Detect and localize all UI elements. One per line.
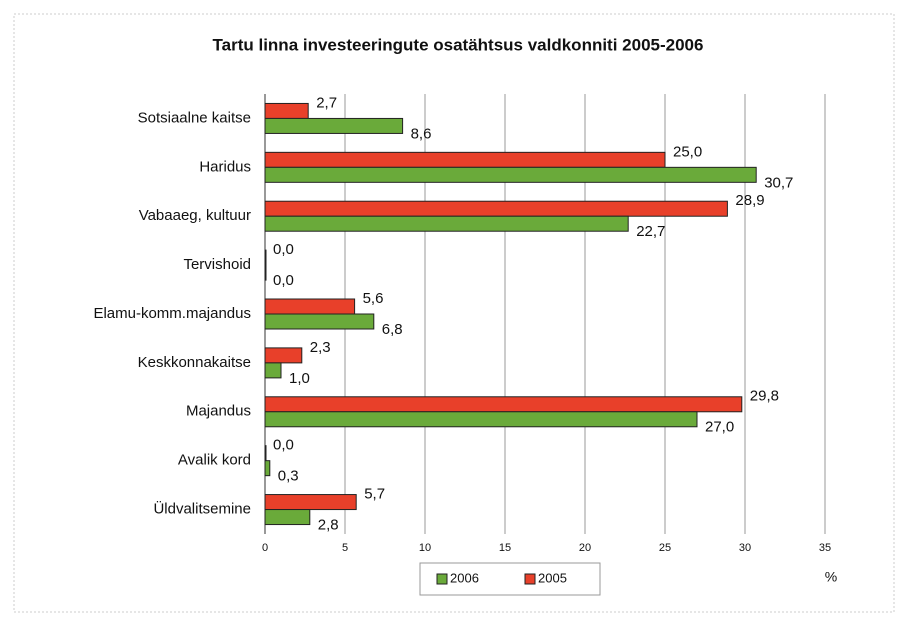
y-tick-label: Haridus [199,158,251,175]
bar [264,494,357,511]
bar [264,347,303,364]
bar [264,313,375,330]
legend-box [419,562,601,596]
y-tick-label: Üldvalitsemine [153,500,251,518]
value-label: 2,3 [310,339,331,356]
bar [264,151,666,168]
chart-title: Tartu linna investeeringute osatähtsus v… [213,35,704,54]
y-tick-label: Sotsiaalne kaitse [138,109,251,126]
frame [13,13,895,613]
bar [264,362,282,379]
x-tick-label: 5 [342,542,348,554]
value-label: 0,0 [273,241,294,258]
y-tick-label: Avalik kord [178,452,251,469]
value-label: 6,8 [382,321,403,338]
bar [264,215,629,232]
value-label: 30,7 [764,174,793,191]
legend-swatch [436,573,448,585]
bar [264,396,743,413]
x-tick-label: 15 [499,542,511,554]
bar [264,166,757,183]
bar [264,102,309,119]
bar [264,298,356,315]
bar [264,249,267,266]
x-tick-label: 25 [659,542,671,554]
value-label: 22,7 [636,223,665,240]
y-tick-label: Majandus [186,403,251,420]
bar [264,264,267,281]
value-label: 0,0 [273,272,294,289]
value-label: 28,9 [735,192,764,209]
x-tick-label: 30 [739,542,751,554]
y-tick-label: Tervishoid [183,256,251,273]
x-tick-label: 10 [419,542,431,554]
value-label: 5,6 [363,290,384,307]
value-label: 1,0 [289,370,310,387]
x-tick-label: 20 [579,542,591,554]
legend-label: 2006 [450,570,479,585]
value-label: 25,0 [673,143,702,160]
legend-swatch [524,573,536,585]
bar [264,117,404,134]
bar [264,200,728,217]
bar [264,509,311,526]
bar [264,411,698,428]
value-label: 27,0 [705,419,734,436]
value-label: 2,7 [316,94,337,111]
value-label: 0,0 [273,437,294,454]
y-tick-label: Keskkonnakaitse [138,354,251,371]
value-label: 0,3 [278,468,299,485]
x-tick-label: 35 [819,542,831,554]
value-label: 8,6 [411,125,432,142]
x-axis-label: % [825,569,837,585]
bar [264,445,267,462]
x-tick-label: 0 [262,542,268,554]
y-tick-label: Elamu-komm.majandus [93,305,251,322]
y-tick-label: Vabaaeg, kultuur [139,207,251,224]
legend-label: 2005 [538,570,567,585]
bar [264,460,271,477]
value-label: 29,8 [750,388,779,405]
value-label: 5,7 [364,486,385,503]
value-label: 2,8 [318,517,339,534]
